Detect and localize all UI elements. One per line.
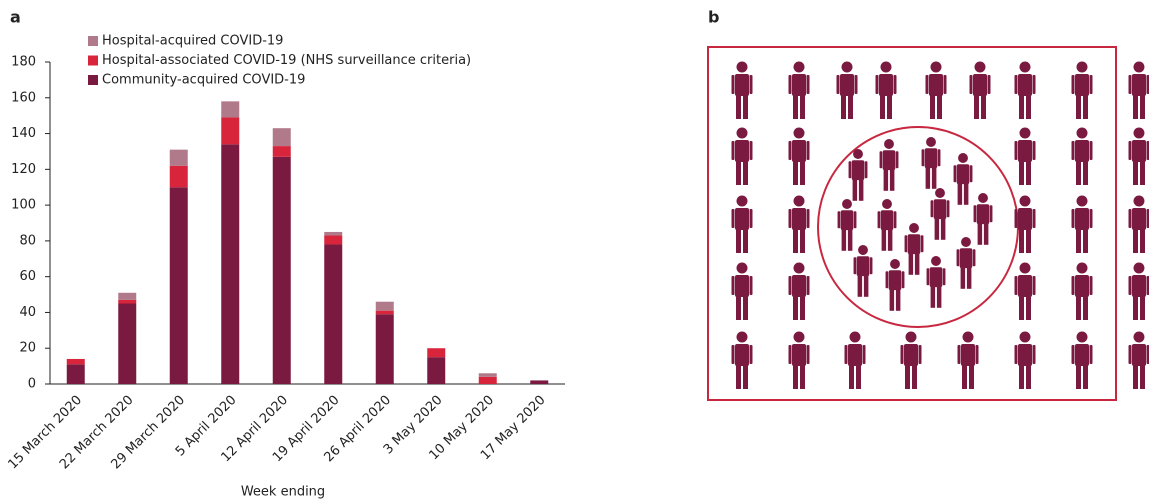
person-icon bbox=[1072, 62, 1093, 120]
person-icon bbox=[1015, 263, 1036, 321]
y-tick-label: 40 bbox=[19, 305, 36, 320]
bar-segment bbox=[324, 232, 342, 236]
person-icon bbox=[905, 223, 924, 275]
person-icon bbox=[789, 196, 810, 254]
person-icon bbox=[970, 62, 991, 120]
person-icon bbox=[958, 332, 979, 390]
panel-label: a bbox=[10, 8, 21, 27]
legend-label: Hospital-acquired COVID-19 bbox=[102, 34, 283, 49]
y-tick-label: 100 bbox=[11, 198, 36, 213]
panel-label: b bbox=[708, 8, 719, 27]
bar-segment bbox=[118, 293, 136, 300]
bar-segment bbox=[273, 128, 291, 146]
person-icon bbox=[789, 128, 810, 186]
legend-label: Community-acquired COVID-19 bbox=[102, 73, 305, 88]
person-icon bbox=[1015, 332, 1036, 390]
y-tick-label: 60 bbox=[19, 269, 36, 284]
person-icon bbox=[1015, 128, 1036, 186]
y-tick-label: 20 bbox=[19, 341, 36, 356]
bar-segment bbox=[324, 244, 342, 384]
person-icon bbox=[957, 237, 976, 289]
bar-segment bbox=[530, 380, 548, 384]
legend-swatch bbox=[88, 36, 98, 46]
bar-segment bbox=[67, 364, 85, 384]
bar-segment bbox=[118, 300, 136, 304]
y-tick-label: 80 bbox=[19, 233, 36, 248]
person-icon bbox=[931, 188, 950, 240]
bar-segment bbox=[376, 311, 394, 315]
person-icon bbox=[732, 332, 753, 390]
person-icon bbox=[1129, 332, 1149, 390]
person-icon bbox=[845, 332, 866, 390]
person-icon bbox=[732, 263, 753, 321]
bar-segment bbox=[427, 348, 445, 357]
person-icon bbox=[927, 256, 946, 308]
person-icon bbox=[789, 263, 810, 321]
person-icon bbox=[1072, 263, 1093, 321]
y-tick-label: 160 bbox=[11, 90, 36, 105]
bar-segment bbox=[273, 146, 291, 157]
legend-label: Hospital-associated COVID-19 (NHS survei… bbox=[102, 53, 471, 68]
person-icon bbox=[1015, 62, 1036, 120]
person-icon bbox=[789, 332, 810, 390]
person-icon bbox=[1072, 332, 1093, 390]
y-tick-label: 0 bbox=[28, 377, 36, 392]
bar-segment bbox=[324, 236, 342, 245]
person-icon bbox=[1129, 128, 1149, 186]
person-icon bbox=[789, 62, 810, 120]
person-icon bbox=[854, 245, 873, 297]
bar-segment bbox=[376, 302, 394, 311]
bar-segment bbox=[170, 166, 188, 187]
person-icon bbox=[849, 149, 868, 201]
bar-segment bbox=[427, 357, 445, 384]
person-icon bbox=[1129, 62, 1149, 120]
x-axis-title: Week ending bbox=[241, 485, 325, 500]
person-icon bbox=[732, 128, 753, 186]
bar-segment bbox=[273, 157, 291, 384]
bar-segment bbox=[170, 187, 188, 384]
bar-segment bbox=[221, 144, 239, 384]
diagram bbox=[708, 47, 1149, 400]
person-icon bbox=[974, 193, 993, 245]
y-tick-label: 180 bbox=[11, 55, 36, 70]
person-icon bbox=[901, 332, 922, 390]
bar-segment bbox=[221, 101, 239, 117]
legend-swatch bbox=[88, 56, 98, 66]
bar-segment bbox=[479, 373, 497, 377]
figure: a b Week ending 0 20 40 60 80 100 120 140 160 180… bbox=[0, 0, 1149, 502]
bar-segment bbox=[376, 314, 394, 384]
legend-swatch bbox=[88, 75, 98, 85]
person-icon bbox=[732, 62, 753, 120]
person-icon bbox=[838, 199, 857, 251]
person-icon bbox=[876, 62, 897, 120]
y-tick-label: 140 bbox=[11, 126, 36, 141]
y-tick-label: 120 bbox=[11, 162, 36, 177]
person-icon bbox=[1129, 196, 1149, 254]
bar-segment bbox=[67, 359, 85, 364]
person-icon bbox=[837, 62, 858, 120]
person-icon bbox=[732, 196, 753, 254]
person-icon bbox=[1072, 196, 1093, 254]
person-icon bbox=[1072, 128, 1093, 186]
person-icon bbox=[1129, 263, 1149, 321]
person-icon bbox=[922, 137, 941, 189]
bar-segment bbox=[479, 377, 497, 384]
person-icon bbox=[878, 199, 897, 251]
bar-segment bbox=[118, 304, 136, 385]
person-icon bbox=[926, 62, 947, 120]
person-icon bbox=[954, 153, 973, 205]
person-icon bbox=[880, 139, 899, 191]
person-icon bbox=[886, 259, 905, 311]
bar-segment bbox=[170, 150, 188, 166]
bar-segment bbox=[221, 117, 239, 144]
